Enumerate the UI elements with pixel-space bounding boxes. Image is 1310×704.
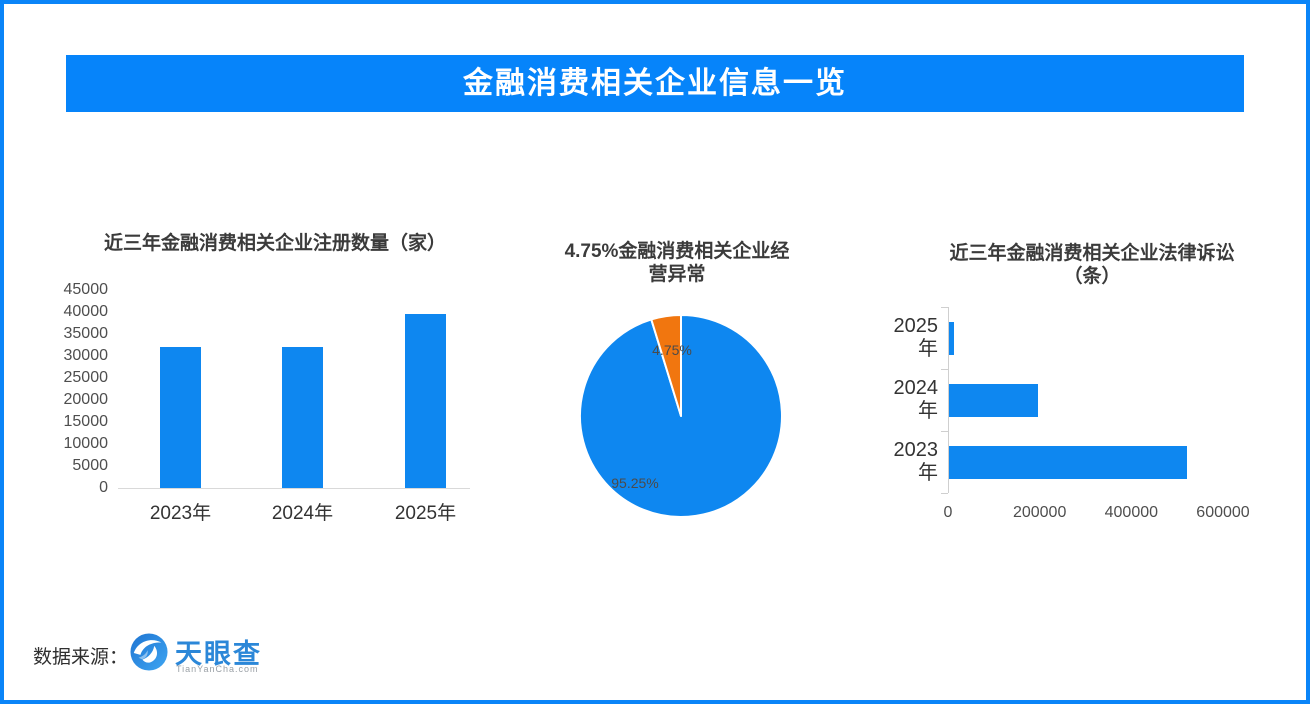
- y-category-label: 2023 年: [893, 439, 939, 484]
- chart-title-line1: 4.75%金融消费相关企业经: [564, 241, 790, 262]
- x-category-label: 2025年: [394, 503, 457, 524]
- y-category-label: 2024 年: [893, 377, 939, 422]
- page-title: 金融消费相关企业信息一览: [66, 55, 1244, 112]
- y-axis-tick-label: 0: [99, 479, 108, 496]
- x-axis-tick-label: 0: [943, 504, 953, 521]
- y-axis-tick-label: 10000: [63, 435, 109, 452]
- abnormal-operation-pie-chart: 4.75%金融消费相关企业经 营异常 4.75% 95.25%: [532, 240, 822, 540]
- pie-slice-abnormal: [650, 315, 682, 417]
- bar-2025年: [405, 314, 446, 488]
- y-axis-tick-label: 15000: [63, 413, 109, 430]
- tianyancha-domain: TianYanCha.com: [176, 664, 259, 674]
- lawsuits-hbar-chart: 近三年金融消费相关企业法律诉讼 （条） 2025 年 2024 年 2023 年 0 2000…: [880, 242, 1304, 542]
- x-axis-tick-label: 200000: [1012, 504, 1067, 521]
- y-axis-line: [948, 307, 949, 493]
- x-category-label: 2024年: [271, 503, 334, 524]
- x-axis-tick-label: 400000: [1104, 504, 1159, 521]
- pie-slice-label-big: 95.25%: [611, 475, 659, 491]
- x-axis-line: [118, 488, 470, 489]
- bar-2024年: [282, 347, 323, 488]
- chart-title: 近三年金融消费相关企业注册数量（家）: [103, 233, 446, 254]
- bar-2023年: [160, 347, 201, 488]
- hbar-chart-plot: 2025 年 2024 年 2023 年 0 200000 400000 600000: [880, 242, 1304, 542]
- x-axis-tick-label: 600000: [1196, 504, 1250, 521]
- chart-title-line2: （条）: [1063, 266, 1121, 287]
- pie-chart: [580, 315, 782, 517]
- bar-2025年: [949, 321, 954, 355]
- chart-title-line2: 营异常: [648, 264, 706, 285]
- y-axis-tick: [941, 307, 948, 308]
- bar-2024年: [949, 383, 1039, 417]
- y-axis-tick-label: 25000: [63, 369, 109, 386]
- y-axis-tick-label: 35000: [63, 325, 109, 342]
- chart-title-line1: 近三年金融消费相关企业法律诉讼: [949, 243, 1235, 264]
- y-axis-tick-label: 20000: [63, 391, 109, 408]
- y-axis-tick: [941, 493, 948, 494]
- y-axis-tick-label: 45000: [63, 281, 109, 298]
- footer: 数据来源： 天眼查 TianYanCha.com: [33, 630, 353, 690]
- tianyancha-eye-icon: [130, 633, 168, 671]
- bar-2023年: [949, 445, 1188, 479]
- y-axis-tick: [941, 431, 948, 432]
- y-category-label: 2025 年: [893, 315, 939, 360]
- y-axis-tick: [941, 369, 948, 370]
- data-source-label: 数据来源：: [33, 647, 129, 668]
- tianyancha-logo-text: 天眼查: [175, 639, 262, 669]
- bar-chart-plot: 0 5000 10000 15000 20000 25000 30000 35000 40000…: [60, 232, 490, 542]
- x-category-label: 2023年: [149, 503, 212, 524]
- y-axis-tick-label: 5000: [72, 457, 108, 474]
- y-axis-tick-label: 40000: [63, 303, 109, 320]
- pie-slice-label-small: 4.75%: [652, 342, 692, 358]
- y-axis-tick-label: 30000: [63, 347, 109, 364]
- registered-companies-bar-chart: 近三年金融消费相关企业注册数量（家） 0 5000 10000 15000 20000 2…: [60, 232, 490, 542]
